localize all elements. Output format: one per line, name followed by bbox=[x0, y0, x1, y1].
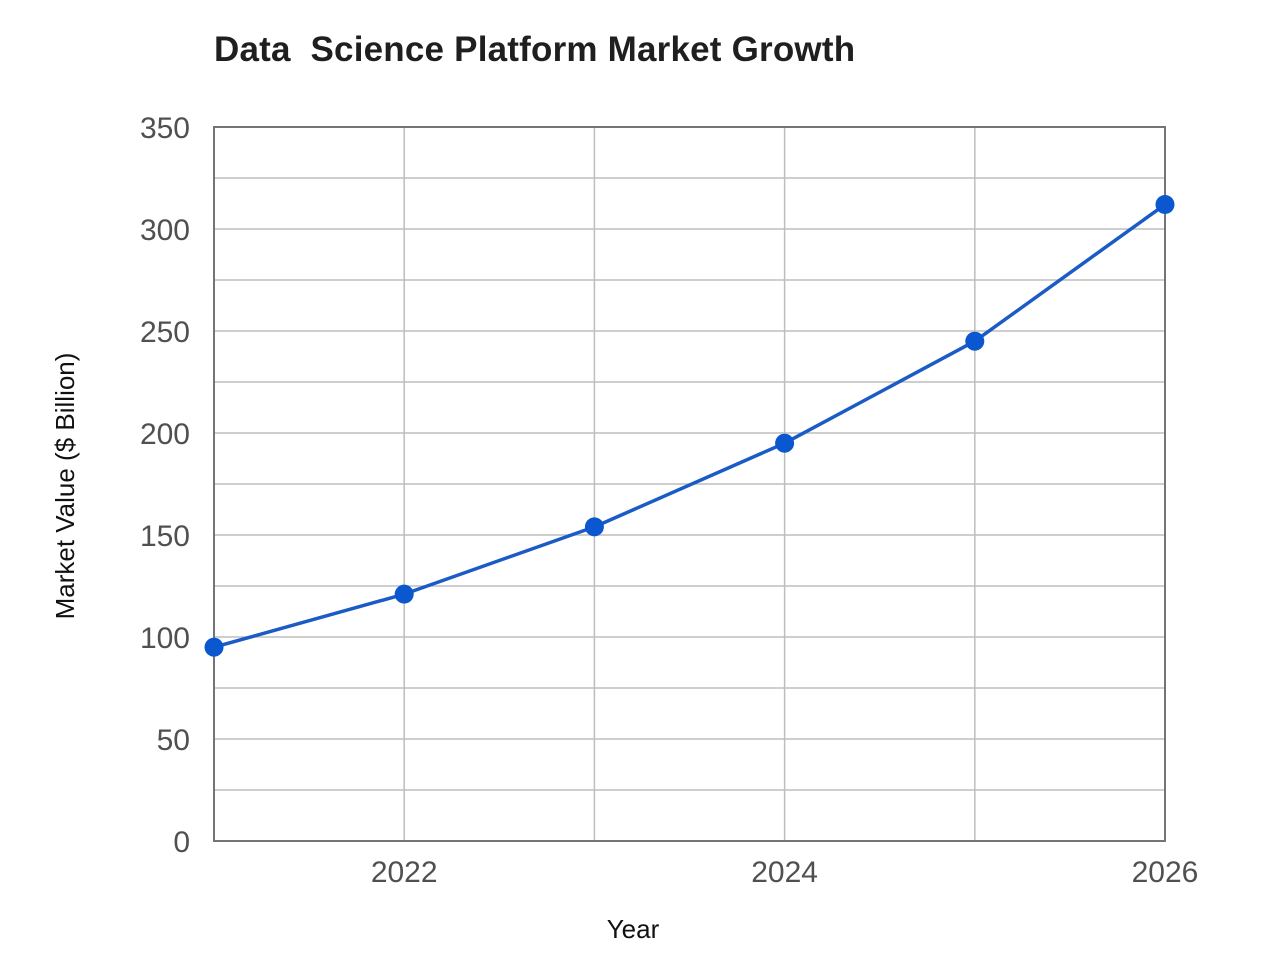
y-tick-label: 150 bbox=[140, 520, 190, 553]
x-tick-label: 2022 bbox=[371, 856, 438, 889]
data-point-marker bbox=[394, 584, 414, 604]
data-series bbox=[204, 195, 1175, 657]
y-axis-label: Market Value ($ Billion) bbox=[50, 353, 80, 620]
gridlines bbox=[214, 127, 1165, 841]
y-tick-label: 50 bbox=[157, 724, 190, 757]
x-tick-label: 2024 bbox=[751, 856, 818, 889]
y-axis-ticks: 0 50 100 150 200 250 300 350 bbox=[140, 112, 190, 859]
chart-title: Data Science Platform Market Growth bbox=[214, 30, 856, 69]
data-point-marker bbox=[1155, 195, 1175, 215]
x-axis-label: Year bbox=[607, 914, 660, 944]
y-tick-label: 200 bbox=[140, 418, 190, 451]
x-axis-ticks: 2022 2024 2026 bbox=[371, 856, 1199, 889]
series-line bbox=[213, 203, 1167, 649]
data-point-marker bbox=[584, 517, 604, 537]
y-tick-label: 300 bbox=[140, 214, 190, 247]
axes bbox=[213, 126, 1166, 842]
data-point-marker bbox=[965, 331, 985, 351]
data-point-marker bbox=[204, 637, 224, 657]
y-tick-label: 100 bbox=[140, 622, 190, 655]
y-tick-label: 350 bbox=[140, 112, 190, 145]
data-point-marker bbox=[775, 433, 795, 453]
x-tick-label: 2026 bbox=[1132, 856, 1199, 889]
y-tick-label: 0 bbox=[173, 826, 190, 859]
plot-frame bbox=[213, 126, 1166, 842]
y-tick-label: 250 bbox=[140, 316, 190, 349]
